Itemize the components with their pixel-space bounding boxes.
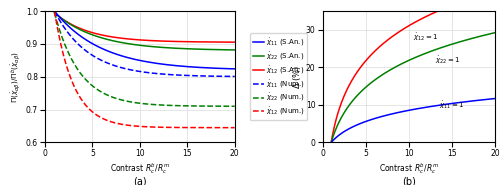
Y-axis label: $\Delta$ (%): $\Delta$ (%) bbox=[291, 65, 303, 89]
Text: $\dot{\chi}_{11} = 1$: $\dot{\chi}_{11} = 1$ bbox=[439, 99, 464, 111]
Text: $\dot{\chi}_{22} = 1$: $\dot{\chi}_{22} = 1$ bbox=[434, 54, 460, 66]
Text: (b): (b) bbox=[402, 176, 415, 185]
Y-axis label: $\Pi(\dot{\chi}_{\alpha\beta})/\Pi^b(\dot{\chi}_{\alpha\beta})$: $\Pi(\dot{\chi}_{\alpha\beta})/\Pi^b(\do… bbox=[10, 51, 23, 103]
Text: $\dot{\chi}_{12} = 1$: $\dot{\chi}_{12} = 1$ bbox=[413, 31, 438, 43]
Legend: $\dot{\chi}_{11}$ (S.An.), $\dot{\chi}_{22}$ (S.An.), $\dot{\chi}_{12}$ (S.An.),: $\dot{\chi}_{11}$ (S.An.), $\dot{\chi}_{… bbox=[250, 33, 308, 120]
X-axis label: Contrast $R_c^b/R_c^m$: Contrast $R_c^b/R_c^m$ bbox=[110, 161, 170, 176]
X-axis label: Contrast $R_c^b/R_c^m$: Contrast $R_c^b/R_c^m$ bbox=[378, 161, 439, 176]
Text: (a): (a) bbox=[133, 176, 146, 185]
